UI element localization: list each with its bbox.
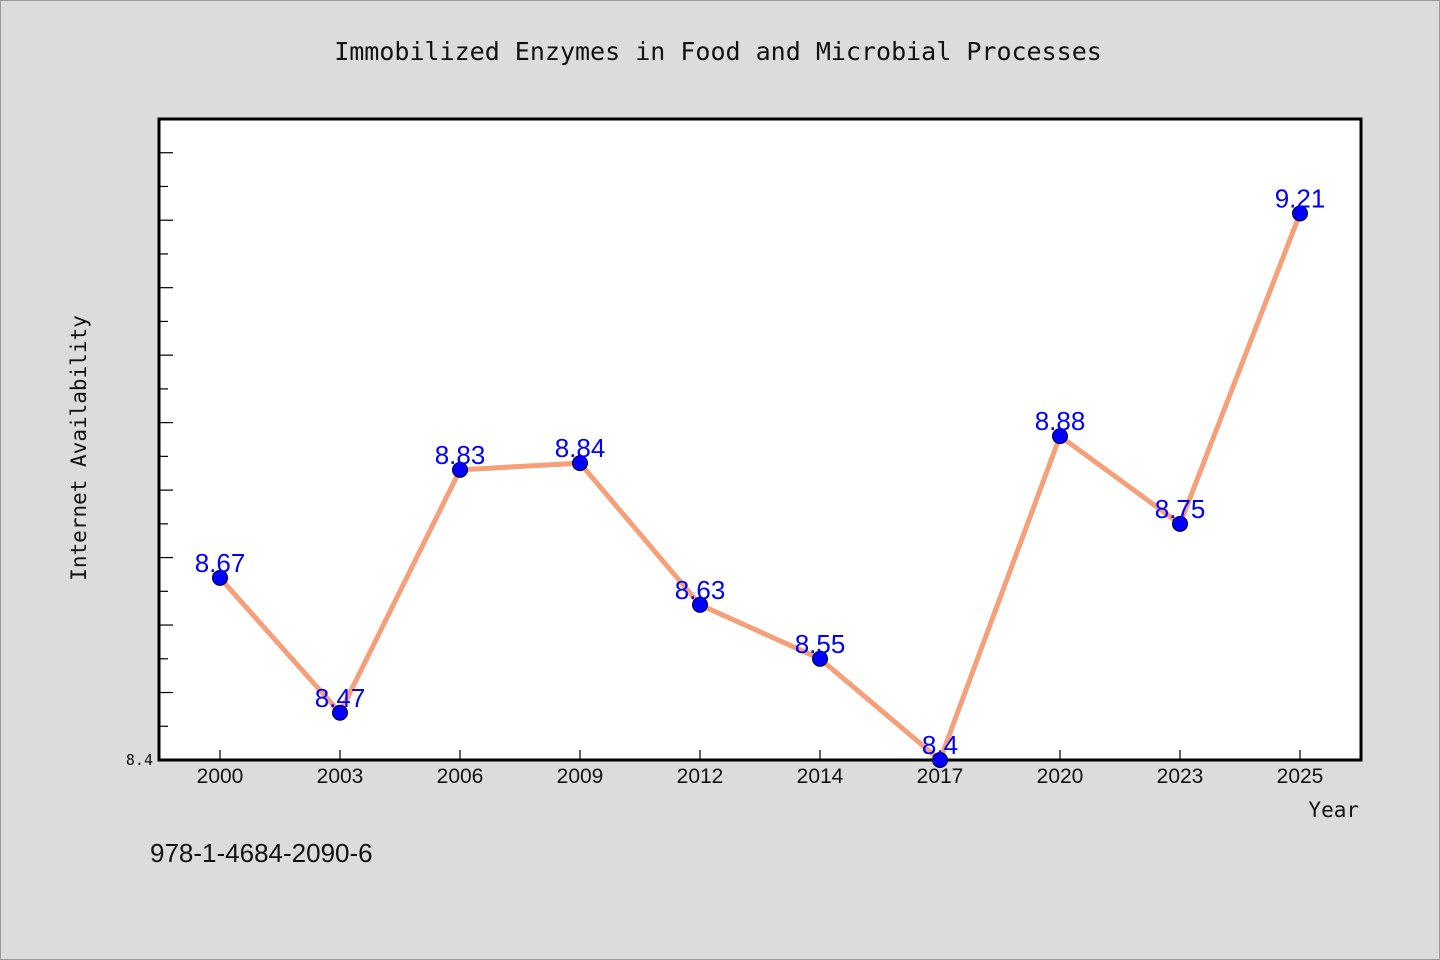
- y-axis-tick-labels: 8.4: [126, 751, 153, 769]
- x-axis-ticks: [219, 750, 1301, 760]
- x-tick-label: 2020: [1037, 765, 1084, 788]
- data-point: [1292, 205, 1308, 222]
- data-label: 9.21: [1275, 183, 1326, 213]
- x-tick-label: 2017: [917, 765, 964, 788]
- plot-area: [157, 117, 1363, 762]
- data-point: [932, 752, 948, 768]
- data-labels: 8.67 8.47 8.83 8.84 8.63 8.55 8.4 8.88 8.75 9.21: [195, 183, 1326, 760]
- x-tick-label: 2014: [797, 765, 844, 788]
- data-point: [212, 569, 228, 586]
- series-line: [218, 212, 1303, 763]
- data-label: 8.4: [922, 730, 958, 760]
- data-point: [452, 461, 468, 478]
- x-tick-label: 2012: [677, 765, 724, 788]
- data-label: 8.75: [1155, 494, 1206, 524]
- y-tick-label: 8.4: [126, 751, 153, 769]
- x-tick-label: 2003: [317, 765, 364, 788]
- x-tick-label: 2000: [197, 765, 244, 788]
- data-label: 8.63: [675, 575, 726, 605]
- data-markers: [212, 205, 1308, 768]
- x-tick-label: 2025: [1277, 765, 1324, 788]
- isbn-footnote: 978-1-4684-2090-6: [150, 838, 373, 868]
- data-point: [572, 455, 588, 472]
- data-label: 8.84: [555, 433, 606, 463]
- data-point: [692, 596, 708, 613]
- data-point: [1172, 515, 1188, 532]
- y-axis-label: Internet Availability: [67, 315, 91, 581]
- x-tick-label: 2023: [1157, 765, 1204, 788]
- series-lines: [218, 212, 1303, 763]
- x-tick-label: 2009: [557, 765, 604, 788]
- x-axis-label: Year: [1308, 798, 1359, 822]
- data-label: 8.47: [315, 683, 366, 713]
- x-tick-label: 2006: [437, 765, 484, 788]
- x-axis-tick-labels: 2000 2003 2006 2009 2012 2014 2017 2020 2023 2025: [197, 765, 1324, 788]
- data-point: [1052, 428, 1068, 445]
- data-label: 8.83: [435, 440, 486, 470]
- data-label: 8.67: [195, 548, 246, 578]
- data-label: 8.88: [1035, 406, 1086, 436]
- data-point: [332, 704, 348, 721]
- data-label: 8.55: [795, 629, 846, 659]
- data-point: [812, 650, 828, 667]
- chart-title: Immobilized Enzymes in Food and Microbia…: [334, 37, 1102, 66]
- y-axis-ticks: [159, 118, 173, 761]
